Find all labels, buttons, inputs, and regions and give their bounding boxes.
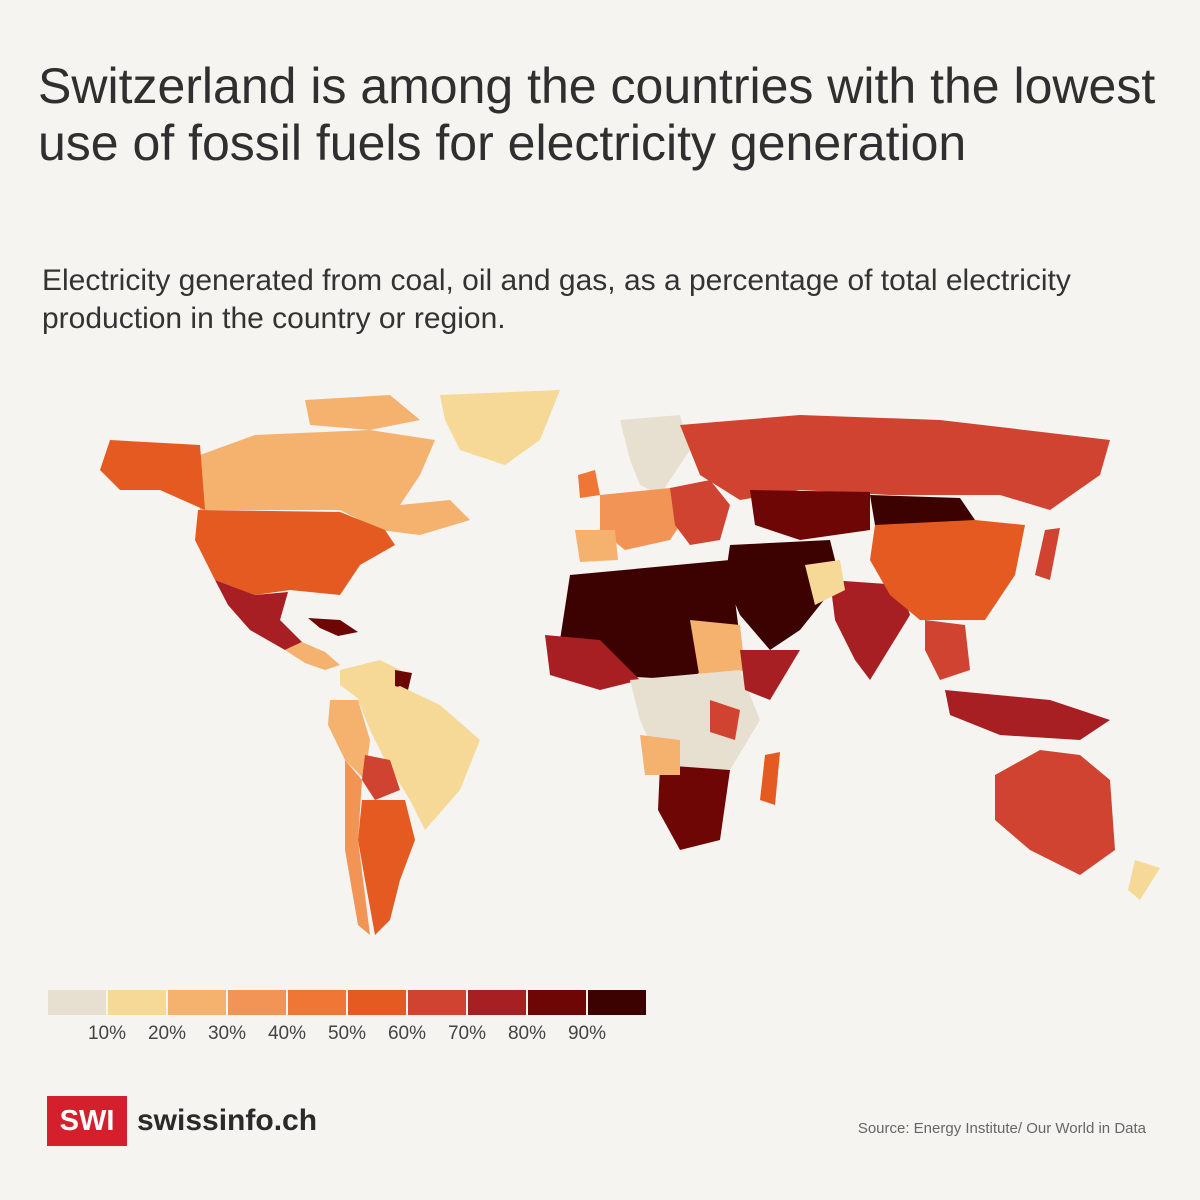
region-pakistan bbox=[805, 560, 845, 605]
region-eastern-europe bbox=[670, 480, 730, 545]
brand: SWI swissinfo.ch bbox=[47, 1096, 317, 1146]
region-angola bbox=[640, 735, 680, 775]
region-west-africa bbox=[545, 635, 640, 690]
legend-label-0: 10% bbox=[87, 1023, 127, 1044]
region-brazil bbox=[358, 686, 480, 830]
legend-swatch-7 bbox=[468, 990, 526, 1015]
legend-swatch-5 bbox=[348, 990, 406, 1015]
region-western-europe bbox=[600, 488, 690, 550]
region-mexico bbox=[215, 580, 302, 650]
region-greenland bbox=[440, 390, 560, 465]
legend-tick-labels: 10% 20% 30% 40% 50% 60% 70% 80% 90% bbox=[48, 1015, 648, 1045]
legend-label-4: 50% bbox=[327, 1023, 367, 1044]
region-iberia bbox=[575, 530, 618, 562]
source-note: Source: Energy Institute/ Our World in D… bbox=[857, 1120, 1146, 1137]
legend-swatch-0 bbox=[48, 990, 106, 1015]
region-kazakhstan bbox=[750, 490, 870, 540]
color-legend: 10% 20% 30% 40% 50% 60% 70% 80% 90% bbox=[48, 990, 648, 1045]
region-alaska bbox=[100, 440, 205, 510]
legend-color-bar bbox=[48, 990, 648, 1015]
region-australia bbox=[995, 750, 1115, 875]
region-guyanas bbox=[395, 670, 412, 690]
legend-swatch-8 bbox=[528, 990, 586, 1015]
region-bolivia bbox=[362, 755, 400, 800]
legend-label-3: 40% bbox=[267, 1023, 307, 1044]
legend-label-1: 20% bbox=[147, 1023, 187, 1044]
region-usa bbox=[195, 510, 395, 595]
legend-swatch-6 bbox=[408, 990, 466, 1015]
world-choropleth-map bbox=[100, 390, 1160, 935]
legend-swatch-4 bbox=[288, 990, 346, 1015]
region-east-africa bbox=[710, 700, 740, 740]
region-japan bbox=[1035, 528, 1060, 580]
brand-site: swissinfo.ch bbox=[137, 1104, 318, 1137]
region-scandinavia bbox=[620, 415, 690, 495]
legend-label-7: 80% bbox=[507, 1023, 547, 1044]
region-southeast-asia bbox=[925, 620, 970, 680]
legend-swatch-2 bbox=[168, 990, 226, 1015]
region-russia bbox=[680, 415, 1110, 510]
legend-swatch-9 bbox=[588, 990, 646, 1015]
region-horn-of-africa bbox=[740, 650, 800, 700]
region-southern-africa bbox=[658, 765, 730, 850]
region-uk bbox=[578, 470, 600, 498]
region-central-america bbox=[285, 642, 340, 670]
legend-label-2: 30% bbox=[207, 1023, 247, 1044]
legend-label-8: 90% bbox=[567, 1023, 607, 1044]
swi-logo: SWI bbox=[47, 1096, 127, 1146]
region-madagascar bbox=[760, 752, 780, 805]
region-china bbox=[870, 520, 1025, 620]
chart-subtitle: Electricity generated from coal, oil and… bbox=[42, 264, 1071, 335]
legend-swatch-1 bbox=[108, 990, 166, 1015]
region-argentina bbox=[358, 800, 415, 935]
region-arctic-canada bbox=[305, 395, 420, 430]
chart-title: Switzerland is among the countries with … bbox=[38, 58, 1156, 171]
legend-label-5: 60% bbox=[387, 1023, 427, 1044]
region-chile bbox=[345, 760, 370, 935]
region-new-zealand bbox=[1128, 860, 1160, 900]
region-indonesia bbox=[945, 690, 1110, 740]
region-sahel-east bbox=[690, 620, 745, 680]
region-peru bbox=[328, 700, 370, 780]
region-canada bbox=[200, 430, 470, 535]
region-caribbean bbox=[308, 618, 358, 636]
region-india bbox=[830, 580, 910, 680]
legend-swatch-3 bbox=[228, 990, 286, 1015]
legend-label-6: 70% bbox=[447, 1023, 487, 1044]
